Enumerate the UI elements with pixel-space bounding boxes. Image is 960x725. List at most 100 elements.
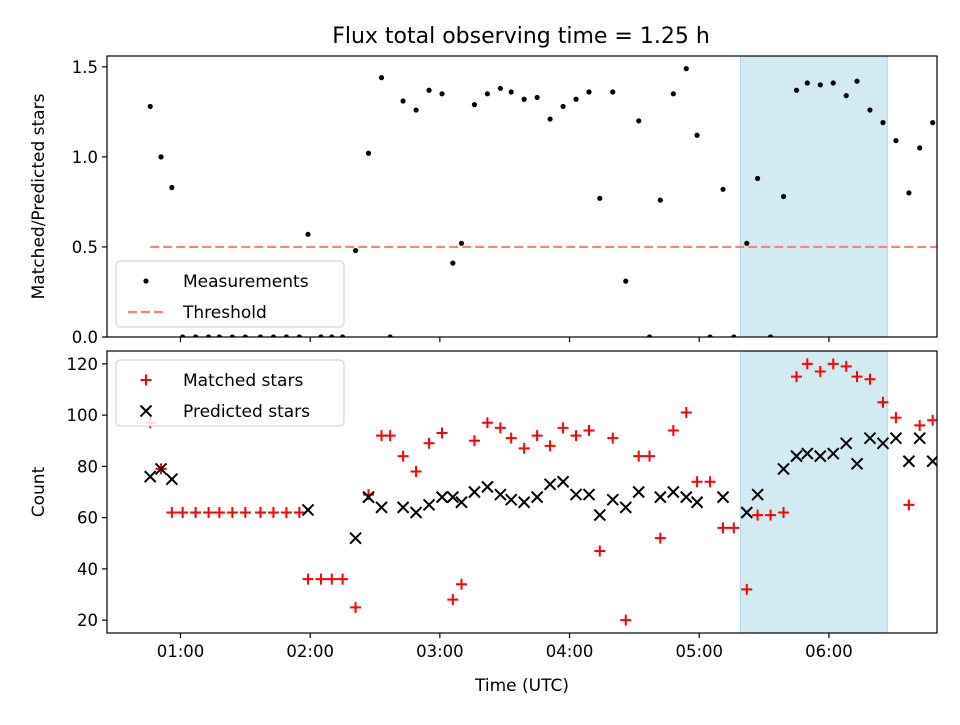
- matched-stars-point: [254, 507, 266, 519]
- measurements-point: [754, 175, 761, 182]
- matched-stars-point: [594, 545, 606, 557]
- y-tick-label: 120: [67, 355, 99, 374]
- predicted-stars-point: [716, 490, 730, 504]
- legend-entry-label: Threshold: [182, 303, 267, 323]
- predicted-stars-point: [455, 496, 468, 509]
- matched-stars-point: [481, 417, 493, 429]
- matched-stars-point: [691, 476, 703, 488]
- matched-stars-point: [791, 371, 803, 383]
- matched-stars-point: [765, 509, 777, 521]
- measurements-point: [387, 334, 393, 337]
- matched-stars-point: [203, 507, 215, 519]
- predicted-stars-point: [582, 488, 596, 501]
- predicted-stars-point: [556, 475, 570, 488]
- measurements-point: [707, 334, 713, 337]
- measurements-point: [767, 334, 774, 337]
- axes-frame: [106, 350, 938, 634]
- measurements-point: [867, 107, 873, 113]
- axes-frame: [106, 55, 938, 338]
- measurements-point: [497, 85, 503, 92]
- matched-stars-point: [423, 437, 435, 449]
- measurements-point: [930, 120, 936, 126]
- predicted-stars-point: [889, 431, 903, 445]
- predicted-stars-point: [154, 462, 168, 476]
- predicted-stars-point: [690, 496, 704, 509]
- matched-stars-point: [851, 371, 863, 383]
- matched-stars-point: [680, 407, 692, 419]
- measurements-point: [471, 102, 478, 108]
- measurements-point: [906, 190, 912, 196]
- measurements-point: [744, 240, 750, 246]
- measurements-point: [352, 247, 359, 254]
- measurements-point: [521, 96, 527, 102]
- measurements-point: [534, 94, 540, 101]
- predicted-stars-point: [926, 455, 937, 468]
- matched-stars-point: [468, 435, 480, 447]
- measurements-point: [917, 145, 923, 151]
- matched-stars-point: [940, 407, 951, 418]
- matched-stars-point: [494, 422, 506, 434]
- measurements-point: [147, 103, 153, 110]
- predicted-stars-point: [827, 447, 840, 460]
- predicted-stars-point: [593, 508, 607, 522]
- matched-stars-point: [953, 448, 960, 459]
- plot-area: [144, 358, 960, 626]
- measurements-point: [880, 120, 886, 126]
- matched-stars-point: [890, 412, 902, 424]
- matched-stars-point: [741, 583, 753, 595]
- matched-stars-point: [704, 476, 716, 488]
- x-tick-label: 05:00: [675, 642, 723, 661]
- matched-stars-point: [410, 465, 422, 477]
- matched-stars-point: [903, 499, 915, 511]
- measurements-point: [169, 184, 175, 191]
- x-axis-label: Time (UTC): [474, 676, 569, 696]
- measurements-point: [508, 89, 514, 95]
- matched-stars-point: [620, 614, 632, 626]
- matched-stars-point: [518, 442, 530, 454]
- measurements-point: [400, 98, 406, 104]
- predicted-stars-point: [667, 485, 680, 499]
- measurements-point: [956, 143, 960, 148]
- measurements-point: [378, 75, 385, 81]
- measurements-point: [854, 78, 860, 84]
- legend-entry-label: Measurements: [183, 272, 309, 292]
- measurements-point: [610, 89, 616, 95]
- y-tick-label: 0.5: [72, 238, 98, 257]
- predicted-stars-point: [740, 506, 753, 519]
- predicted-stars-point: [446, 490, 460, 504]
- predicted-stars-point: [530, 490, 544, 504]
- measurements-point: [780, 193, 787, 200]
- measurements-point: [560, 103, 566, 110]
- matched-stars-point: [293, 507, 305, 519]
- measurements-point: [339, 334, 346, 337]
- legend-entry-label: Matched stars: [183, 371, 303, 391]
- predicted-stars-point: [504, 493, 518, 506]
- predicted-stars-point: [814, 449, 827, 463]
- measurements-point: [318, 334, 324, 337]
- measurements-point: [586, 89, 592, 95]
- matched-stars-point: [570, 430, 582, 442]
- matched-stars-point: [531, 430, 543, 442]
- predicted-stars-point: [543, 478, 557, 491]
- measurements-point: [458, 240, 465, 246]
- x-tick-label: 03:00: [416, 642, 464, 661]
- measurements-point: [793, 87, 800, 93]
- predicted-stars-point: [409, 506, 423, 519]
- matched-stars-point: [239, 507, 251, 519]
- predicted-stars-point: [569, 488, 583, 501]
- legend-entry-label: Predicted stars: [183, 402, 310, 422]
- measurements-point: [205, 334, 212, 337]
- count-panel: 20 40 60 80 100 120 01:00 02:00 03:00 04:00 05:00 0…: [29, 350, 960, 696]
- y-tick-label: 40: [77, 560, 98, 579]
- measurements-point: [413, 107, 419, 113]
- measurements-point: [193, 334, 199, 337]
- measurements-point: [450, 260, 456, 266]
- x-tick-label: 01:00: [157, 642, 205, 661]
- observing-window-span: [739, 350, 888, 634]
- measurements-point: [180, 334, 186, 337]
- measurements-point: [843, 93, 849, 99]
- measurements-point: [804, 80, 810, 86]
- predicted-stars-point: [876, 437, 890, 450]
- measurements-point: [257, 334, 264, 337]
